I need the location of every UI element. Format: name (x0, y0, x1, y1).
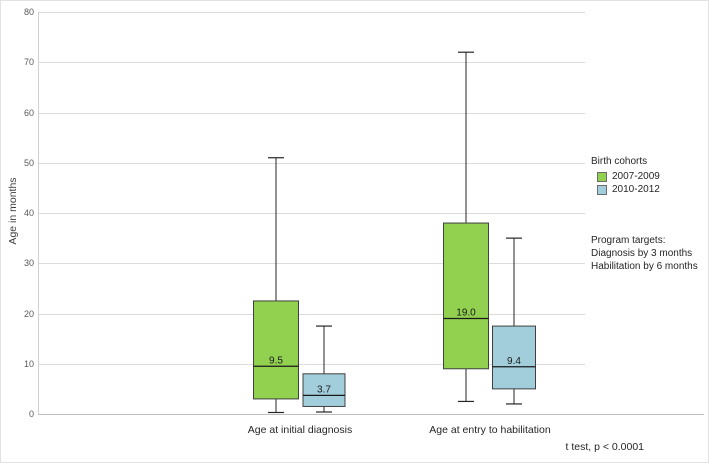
category-label: Age at entry to habilitation (429, 424, 551, 436)
y-axis-title: Age in months (7, 177, 19, 245)
y-tick-label: 50 (23, 157, 34, 168)
y-tick-label: 10 (23, 358, 34, 369)
y-tick-label: 30 (23, 258, 34, 269)
program-targets-line: Program targets: (591, 235, 666, 246)
program-targets-annotation: Program targets: Diagnosis by 3 months H… (591, 234, 698, 273)
legend-swatch-icon (597, 184, 607, 195)
median-label: 9.4 (507, 356, 521, 367)
program-targets-line: Habilitation by 6 months (591, 261, 698, 272)
median-label: 9.5 (269, 355, 283, 366)
y-tick-label: 60 (23, 107, 34, 118)
program-targets-line: Diagnosis by 3 months (591, 248, 693, 259)
y-tick-label: 70 (23, 57, 34, 68)
y-tick-label: 80 (23, 7, 34, 17)
legend: Birth cohorts 2007-2009 2010-2012 (591, 156, 660, 197)
category-label: Age at initial diagnosis (247, 424, 353, 436)
stat-note: t test, p < 0.0001 (565, 441, 644, 453)
box-2010-2012 (302, 373, 346, 407)
legend-item-label: 2010-2012 (612, 184, 660, 195)
median-label: 3.7 (317, 384, 331, 395)
legend-item: 2010-2012 (597, 184, 660, 195)
box-2007-2009 (253, 300, 299, 400)
legend-swatch-icon (597, 171, 607, 182)
legend-item: 2007-2009 (597, 171, 660, 182)
y-tick-label: 0 (28, 409, 34, 419)
legend-item-label: 2007-2009 (612, 171, 660, 182)
legend-title: Birth cohorts (591, 156, 648, 167)
median-label: 19.0 (456, 308, 476, 319)
legend-items: 2007-2009 2010-2012 (591, 171, 660, 195)
box-2007-2009 (443, 222, 489, 370)
box-2010-2012 (492, 325, 536, 390)
y-tick-label: 40 (23, 208, 34, 218)
y-tick-label: 20 (23, 308, 34, 319)
